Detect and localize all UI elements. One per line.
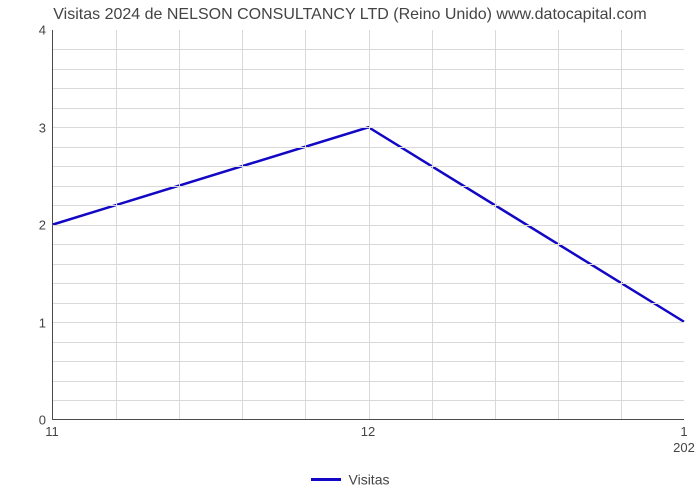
y-tick-label: 2 — [6, 218, 46, 233]
gridline-horizontal — [53, 127, 684, 128]
gridline-horizontal — [53, 322, 684, 323]
gridline-horizontal — [53, 342, 684, 343]
x-tick-secondary-label: 202 — [673, 440, 695, 455]
gridline-horizontal — [53, 69, 684, 70]
y-tick-label: 3 — [6, 120, 46, 135]
gridline-horizontal — [53, 88, 684, 89]
plot-area — [52, 30, 684, 420]
x-tick-label: 11 — [45, 424, 59, 439]
line-chart: Visitas 2024 de NELSON CONSULTANCY LTD (… — [0, 0, 700, 500]
gridline-horizontal — [53, 225, 684, 226]
gridline-horizontal — [53, 264, 684, 265]
legend-label: Visitas — [349, 471, 390, 487]
gridline-horizontal — [53, 361, 684, 362]
y-tick-label: 4 — [6, 23, 46, 38]
x-tick-label: 1 — [680, 424, 687, 439]
chart-title: Visitas 2024 de NELSON CONSULTANCY LTD (… — [0, 6, 700, 24]
y-tick-label: 1 — [6, 315, 46, 330]
y-tick-label: 0 — [6, 413, 46, 428]
gridline-horizontal — [53, 303, 684, 304]
gridline-horizontal — [53, 205, 684, 206]
gridline-horizontal — [53, 166, 684, 167]
legend: Visitas — [0, 470, 700, 487]
gridline-horizontal — [53, 186, 684, 187]
gridline-horizontal — [53, 49, 684, 50]
gridline-horizontal — [53, 283, 684, 284]
gridline-horizontal — [53, 381, 684, 382]
gridline-horizontal — [53, 400, 684, 401]
gridline-horizontal — [53, 108, 684, 109]
gridline-horizontal — [53, 147, 684, 148]
x-tick-label: 12 — [361, 424, 375, 439]
gridline-horizontal — [53, 244, 684, 245]
legend-swatch — [311, 478, 341, 481]
